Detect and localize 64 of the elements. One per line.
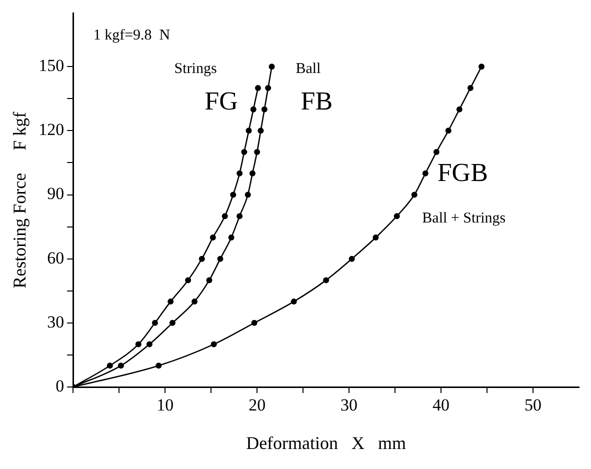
- point: [192, 298, 198, 305]
- point: [244, 192, 251, 198]
- point: [169, 320, 176, 326]
- point: [246, 128, 252, 134]
- point: [258, 128, 264, 134]
- point: [236, 213, 243, 220]
- point: [348, 256, 355, 262]
- point: [323, 277, 330, 284]
- y-tick-label: 90: [47, 184, 64, 204]
- y-tick-label: 120: [38, 120, 64, 140]
- point: [118, 362, 124, 369]
- series-label: FGB: [437, 158, 488, 187]
- annotation: Ball + Strings: [422, 210, 506, 227]
- point: [135, 341, 142, 348]
- annotation: Strings: [174, 61, 217, 78]
- point: [268, 64, 275, 70]
- y-tick-label: 150: [38, 56, 64, 76]
- point: [372, 234, 379, 240]
- annotation: Ball: [296, 61, 321, 78]
- y-tick-label: 0: [56, 376, 64, 396]
- point: [206, 277, 212, 284]
- point: [168, 298, 174, 305]
- point: [156, 362, 162, 369]
- point: [250, 106, 256, 112]
- point: [230, 192, 236, 198]
- point: [445, 128, 452, 134]
- point: [254, 84, 261, 91]
- point: [290, 298, 297, 305]
- point: [254, 149, 260, 156]
- series-label: FB: [300, 86, 333, 116]
- x-tick-label: 20: [248, 396, 266, 415]
- point: [146, 341, 152, 348]
- point: [422, 170, 428, 176]
- point: [236, 170, 243, 176]
- point: [222, 213, 228, 220]
- point: [265, 84, 272, 91]
- point: [433, 149, 440, 156]
- point: [198, 256, 205, 262]
- point: [210, 234, 216, 240]
- x-tick-label: 50: [524, 396, 542, 415]
- point: [217, 256, 224, 262]
- point: [241, 149, 248, 156]
- y-tick-label: 30: [47, 312, 64, 332]
- x-tick-label: 30: [340, 396, 358, 415]
- point: [261, 106, 268, 112]
- series-label: FG: [204, 86, 238, 116]
- point: [210, 341, 217, 348]
- y-tick-label: 60: [47, 248, 64, 268]
- x-axis-title: Deformation X mm: [246, 432, 406, 453]
- annotation: 1 kgf=9.8 N: [93, 28, 170, 44]
- x-tick-label: 10: [156, 396, 174, 415]
- point: [467, 84, 474, 91]
- point: [152, 320, 158, 326]
- point: [411, 192, 418, 198]
- point: [251, 320, 258, 326]
- point: [249, 170, 256, 176]
- point: [478, 64, 484, 70]
- x-tick-label: 40: [432, 396, 450, 415]
- point: [106, 362, 113, 369]
- y-axis-title: Restoring Force F kgf: [10, 112, 30, 288]
- point: [456, 106, 462, 112]
- point: [228, 234, 234, 240]
- point: [394, 213, 400, 220]
- point: [185, 277, 192, 284]
